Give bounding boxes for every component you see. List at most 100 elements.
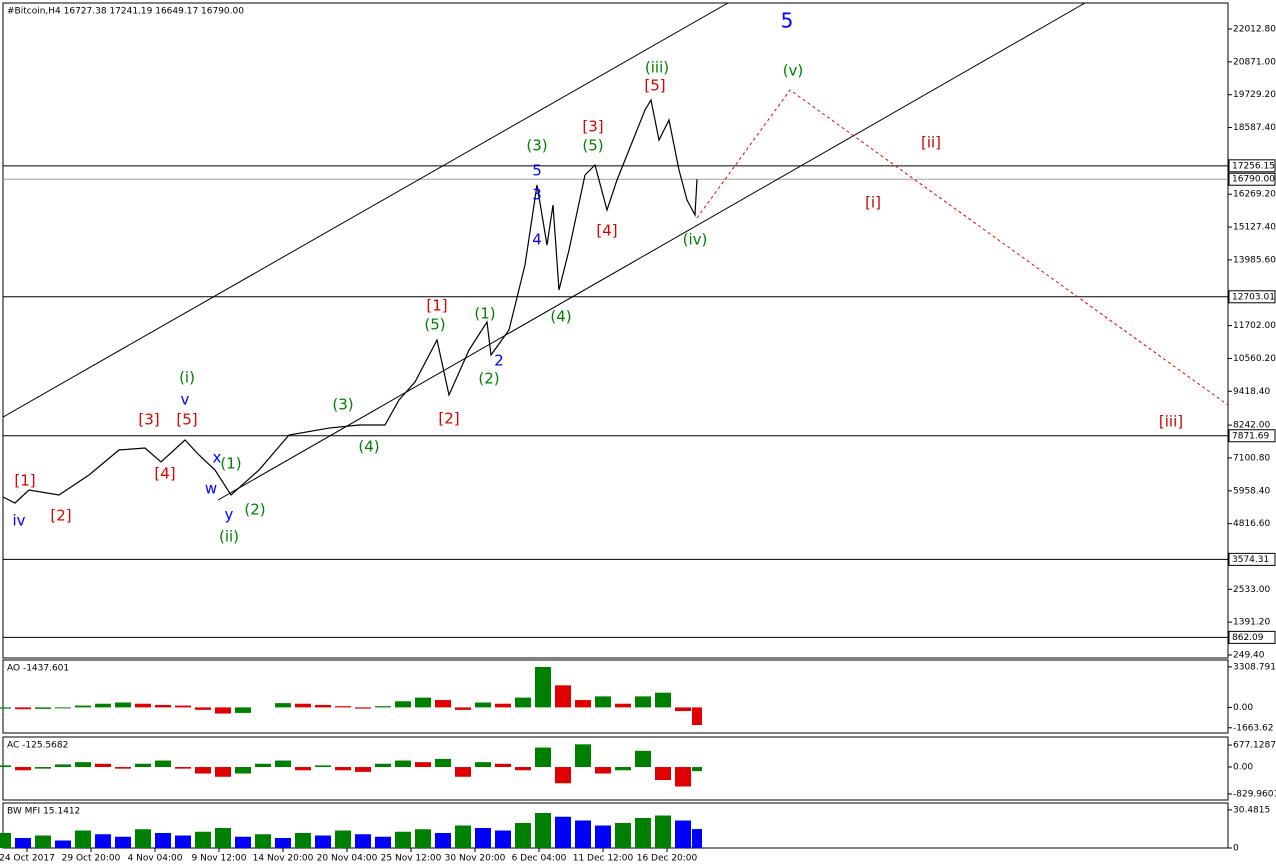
- histogram-bar: [135, 829, 151, 848]
- histogram-bar: [315, 704, 331, 708]
- histogram-bar: [495, 830, 511, 848]
- wave-label: (2): [244, 501, 265, 519]
- histogram-bar: [555, 767, 571, 784]
- x-tick-label: 6 Dec 04:00: [512, 854, 567, 864]
- histogram-bar: [175, 767, 191, 769]
- wave-label: [i]: [865, 194, 881, 212]
- y-tick-label: 16269.20: [1233, 190, 1276, 200]
- level-label-box: [1228, 630, 1276, 644]
- y-tick-label: -1663.62: [1233, 723, 1273, 733]
- histogram-bar: [55, 840, 71, 848]
- histogram-bar: [135, 763, 151, 768]
- y-tick-label: 677.1287: [1233, 741, 1276, 751]
- y-tick-label: 19729.20: [1233, 90, 1276, 100]
- level-label-box: [1228, 290, 1276, 304]
- level-label: 17256.15: [1232, 161, 1275, 171]
- histogram-bar: [15, 838, 31, 848]
- histogram-bar: [215, 707, 231, 714]
- y-tick-label: 249.40: [1233, 650, 1265, 660]
- histogram-bar: [35, 767, 51, 769]
- histogram-bar: [615, 703, 631, 708]
- y-tick-label: 22012.80: [1233, 25, 1276, 35]
- wave-label: [4]: [154, 465, 175, 483]
- price-line: [2, 98, 698, 504]
- x-tick-label: 16 Dec 20:00: [637, 854, 698, 864]
- histogram-bar: [235, 707, 251, 713]
- histogram-bar: [675, 707, 691, 712]
- wave-label: (3): [526, 137, 547, 155]
- histogram-bar: [675, 767, 691, 787]
- histogram-bar: [575, 744, 591, 768]
- histogram-bar: [115, 836, 131, 848]
- histogram-bar: [55, 707, 71, 709]
- x-tick-label: 11 Dec 12:00: [573, 854, 634, 864]
- histogram-bar: [595, 696, 611, 708]
- wave-label: [2]: [50, 506, 71, 524]
- histogram-bar: [415, 697, 431, 708]
- histogram-bar: [475, 762, 491, 768]
- y-tick-label: 20871.00: [1233, 57, 1276, 67]
- y-tick-label: 5958.40: [1233, 486, 1270, 496]
- histogram-bar: [395, 760, 411, 768]
- histogram-bar: [0, 833, 11, 848]
- channel-line: [217, 3, 1086, 501]
- wave-label: (ii): [219, 528, 239, 546]
- histogram-bar: [175, 705, 191, 708]
- histogram-bar: [395, 701, 411, 708]
- wave-label: (1): [220, 455, 241, 473]
- wave-label: 5: [781, 9, 794, 33]
- y-tick-label: 18587.40: [1233, 123, 1276, 133]
- wave-label: [3]: [138, 411, 159, 429]
- y-tick-label: 0.00: [1233, 763, 1253, 773]
- wave-label: (iii): [645, 59, 669, 77]
- histogram-bar: [655, 815, 671, 848]
- histogram-bar: [655, 767, 671, 781]
- wave-label: (iv): [683, 231, 708, 249]
- y-tick-label: 10560.20: [1233, 354, 1276, 364]
- histogram-bar: [275, 838, 291, 848]
- wave-label: (4): [358, 438, 379, 456]
- histogram-bar: [235, 767, 251, 774]
- histogram-bar: [495, 703, 511, 708]
- histogram-bar: [635, 750, 651, 768]
- level-label: 3574.31: [1232, 555, 1269, 565]
- x-tick-label: 25 Nov 12:00: [381, 854, 442, 864]
- histogram-bar: [255, 763, 271, 768]
- histogram-bar: [355, 767, 371, 772]
- histogram-bar: [355, 707, 371, 709]
- wave-label: (i): [179, 368, 195, 386]
- histogram-bar: [195, 831, 211, 848]
- histogram-bar: [635, 818, 651, 848]
- histogram-bar: [475, 828, 491, 848]
- y-tick-label: 3308.791: [1233, 662, 1276, 672]
- histogram-bar: [375, 836, 391, 848]
- histogram-bar: [295, 703, 311, 708]
- histogram-bar: [155, 704, 171, 708]
- level-label-box: [1228, 172, 1276, 186]
- histogram-bar: [575, 820, 591, 848]
- y-tick-label: 0: [1233, 844, 1239, 854]
- level-label-box: [1228, 552, 1276, 566]
- level-label-box: [1228, 159, 1276, 173]
- histogram-bar: [215, 767, 231, 777]
- channel-line: [3, 3, 729, 418]
- histogram-bar: [495, 763, 511, 768]
- histogram-bar: [75, 705, 91, 708]
- histogram-bar: [415, 829, 431, 848]
- projection-line: [696, 89, 1228, 406]
- histogram-bar: [692, 829, 702, 848]
- histogram-bar: [675, 820, 691, 848]
- y-tick-label: 11702.00: [1233, 321, 1276, 331]
- wave-label: [4]: [596, 222, 617, 240]
- wave-label: (4): [550, 308, 571, 326]
- histogram-bar: [415, 762, 431, 768]
- histogram-bar: [455, 707, 471, 710]
- x-tick-label: 29 Oct 20:00: [62, 854, 121, 864]
- histogram-bar: [575, 700, 591, 708]
- histogram-bar: [692, 767, 702, 772]
- y-tick-label: 4816.60: [1233, 519, 1270, 529]
- wave-label: 3: [532, 185, 542, 203]
- wave-label: 2: [494, 352, 504, 370]
- histogram-bar: [375, 763, 391, 768]
- wave-label: [ii]: [921, 134, 941, 152]
